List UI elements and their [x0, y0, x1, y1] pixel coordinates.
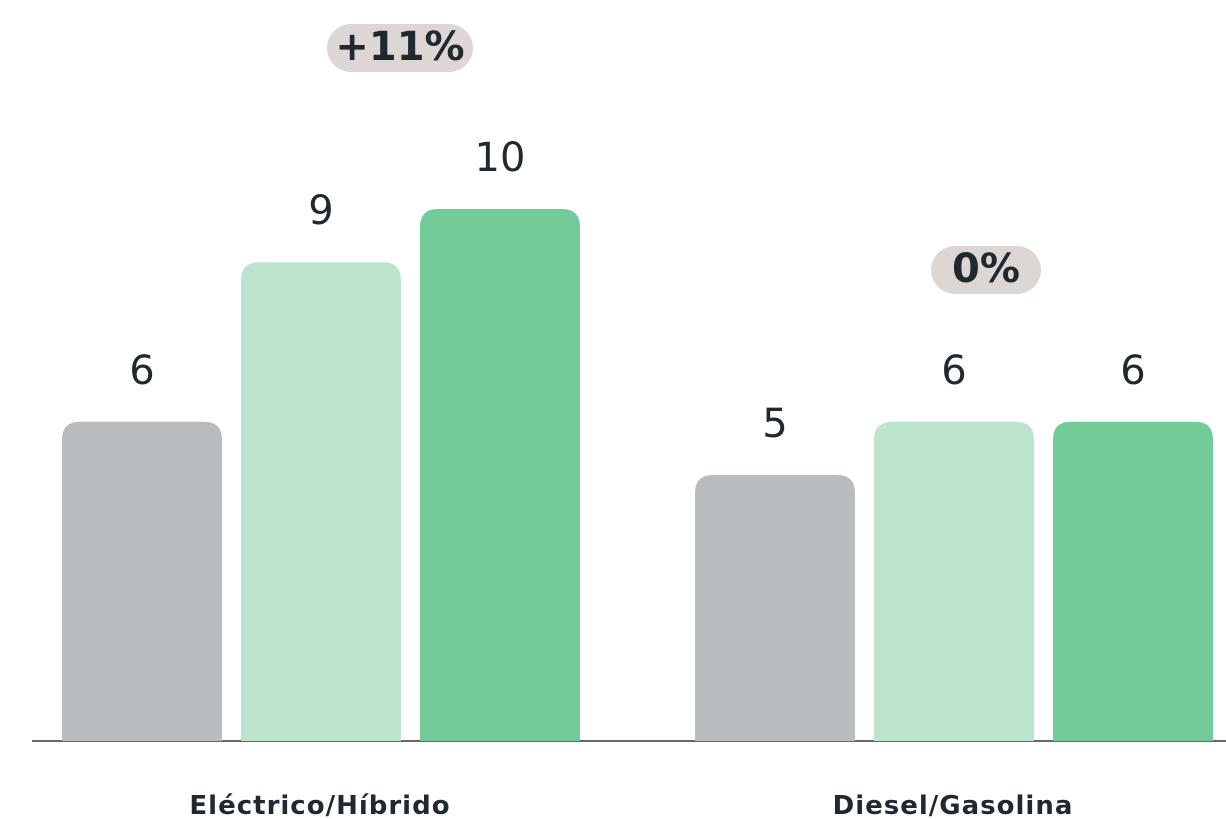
- change-badge-text-group1: +11%: [335, 24, 464, 70]
- value-label-group2-series1: 5: [762, 401, 787, 447]
- change-badge-background-group1: [327, 24, 473, 72]
- bar-group2-series2: [874, 421, 1034, 741]
- value-label-group2-series3: 6: [1120, 348, 1145, 394]
- bar-group1-series3: [420, 209, 580, 741]
- bar-group1-series2: [241, 262, 401, 741]
- category-group-2: 5 6 6 0% Diesel/Gasolina: [695, 246, 1213, 819]
- change-badge-text-group2: 0%: [952, 246, 1020, 292]
- category-group-1: 6 9 10 +11% Eléctrico/Híbrido: [62, 24, 580, 819]
- change-badge-background-group2: [931, 246, 1041, 294]
- change-badge-group1: +11%: [327, 24, 473, 72]
- value-label-group1-series1: 6: [129, 348, 154, 394]
- bar-group1-series1: [62, 421, 222, 741]
- bar-group2-series1: [695, 475, 855, 741]
- category-label-group2: Diesel/Gasolina: [833, 791, 1074, 819]
- bar-group2-series3: [1053, 421, 1213, 741]
- value-label-group2-series2: 6: [941, 348, 966, 394]
- value-label-group1-series3: 10: [475, 135, 526, 181]
- value-label-group1-series2: 9: [308, 188, 333, 234]
- category-label-group1: Eléctrico/Híbrido: [189, 791, 450, 819]
- change-badge-group2: 0%: [931, 246, 1041, 294]
